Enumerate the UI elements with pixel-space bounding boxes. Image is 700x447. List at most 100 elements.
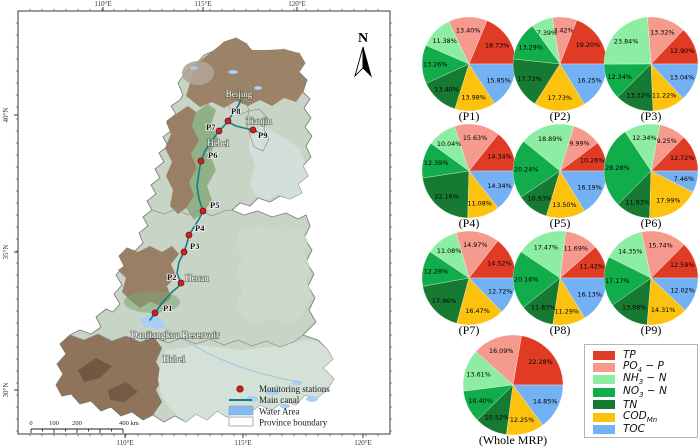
pie-percent-label: 14.85% — [533, 397, 557, 405]
pie-percent-label: 10.04% — [437, 140, 461, 148]
pie-caption: (P5) — [550, 216, 571, 230]
pie-p4: 14.34% 15.63%10.04% 12.39% 22.16% 11.08% 14.3… — [421, 123, 517, 230]
pie-slice-codmn — [534, 63, 585, 112]
pie-percent-label: 13.04% — [670, 74, 694, 82]
pie-percent-label: 12.02% — [670, 287, 694, 295]
station-label: P7 — [206, 122, 216, 132]
tick-label: 35°N — [2, 245, 10, 260]
pie-percent-label: 13.32% — [650, 28, 674, 36]
pie-percent-label: 18.89% — [538, 135, 562, 143]
pie-caption: (P9) — [641, 323, 662, 337]
pie-percent-label: 11.08% — [468, 199, 492, 207]
tick-label: 120°E — [354, 439, 372, 447]
legend-swatch-tn — [593, 400, 615, 410]
pollutant-legend: TP PO4 − P NH3 − N NO3 − N TN CODMn TOC — [584, 344, 698, 438]
station-marker: P1 — [151, 302, 173, 317]
pie-percent-label: 12.90% — [670, 47, 694, 55]
map-legend: Monitoring stations Main canal Water Are… — [228, 384, 330, 428]
pie-percent-label: 16.19% — [577, 184, 601, 192]
scale-bar — [30, 428, 124, 433]
station-label: P8 — [231, 106, 240, 116]
pie-slice-tp — [512, 335, 564, 386]
terrain — [56, 38, 334, 422]
pie-p2: 19.20%8.42%7.39% 13.29% 17.73% 17.73% 16.25%… — [512, 16, 608, 123]
label-beijing: Beijing — [226, 89, 253, 99]
pie-percent-label: 13.50% — [552, 201, 576, 209]
station-label: P9 — [258, 130, 267, 140]
pie-percent-label: 11.69% — [564, 244, 588, 252]
north-label: N — [358, 31, 368, 46]
legend-label-po4-p: PO4 − P — [623, 360, 664, 375]
pie-percent-label: 14.34% — [487, 182, 511, 190]
label-hubei: Hubei — [163, 354, 185, 364]
pie-percent-label: 11.38% — [432, 37, 456, 45]
scale-label: 100 — [49, 420, 59, 427]
station-marker: P7 — [205, 121, 223, 135]
pie-percent-label: 12.34% — [632, 134, 656, 142]
station-label: P5 — [210, 200, 219, 210]
legend-label-no3-n: NO3 − N — [623, 384, 667, 399]
tick-label: 40°N — [2, 108, 10, 123]
station-label: P1 — [163, 303, 172, 313]
station-marker: P6 — [197, 149, 218, 165]
pie-slice-po4-p — [475, 334, 522, 386]
station-marker: P4 — [185, 222, 206, 239]
legend-swatch-tp — [593, 350, 615, 360]
pie-percent-label: 13.29% — [519, 43, 543, 51]
pie-percent-label: 18.73% — [485, 41, 509, 49]
pie-percent-label: 13.61% — [466, 371, 490, 379]
pie-percent-label: 20.24% — [514, 166, 538, 174]
pie-slice-nh3-n — [520, 230, 566, 279]
label-tianjin: Tianjin — [246, 116, 272, 126]
tick-label: 115°E — [194, 0, 211, 8]
pie-percent-label: 10.52% — [485, 413, 509, 421]
label-danjiangkou-reservoir: Danjiangkou Reservoir — [131, 331, 220, 341]
pie-percent-label: 13.98% — [461, 94, 485, 102]
legend-row-tn: TN — [593, 399, 697, 411]
pie-percent-label: 16.09% — [489, 347, 513, 355]
legend-row-tp: TP — [593, 349, 697, 361]
pie-percent-label: 13.40% — [456, 26, 480, 34]
station-label: P4 — [195, 223, 205, 233]
pie-slice-toc — [512, 384, 564, 426]
pie-percent-label: 12.25% — [510, 416, 534, 424]
legend-label-nh3-n: NH3 − N — [623, 372, 667, 387]
legend-label-toc: TOC — [623, 423, 646, 436]
pie-wholemrp: 22.28% 16.09% 13.61% 10.40% 10.52% 12.25% 14.8… — [462, 334, 564, 447]
pie-percent-label: 20.16% — [514, 276, 538, 284]
map-panel: 110°E 115°E 120°E 110°E 115°E 120°E 40°N… — [2, 0, 393, 447]
pie-caption: (P2) — [550, 109, 571, 123]
map-minor-ticks — [15, 8, 393, 437]
north-arrow-icon: N — [354, 31, 372, 78]
pie-percent-label: 17.96% — [432, 297, 456, 305]
pie-slice-po4-p — [641, 230, 685, 279]
pie-percent-label: 28.28% — [605, 164, 629, 172]
legend-swatch-nh3-n — [593, 375, 615, 385]
stations: P1 P2 P3 P4 P5 P6 P7 P8 P9 — [151, 105, 268, 317]
pie-slice-codmn — [456, 277, 502, 326]
pie-p7: 14.52% 14.97%11.08% 12.28% 17.96% 16.47% 12.7… — [421, 230, 517, 337]
pie-percent-label: 13.88% — [622, 304, 646, 312]
station-label: P3 — [190, 241, 199, 251]
pie-percent-label: 15.63% — [463, 134, 487, 142]
legend-label-tn: TN — [623, 398, 638, 411]
legend-row-no3-n: NO3 − N — [593, 386, 697, 398]
legend-swatch-toc — [593, 425, 615, 435]
pie-caption: (P7) — [459, 323, 480, 337]
pie-percent-label: 13.26% — [423, 61, 447, 69]
pie-caption: (P3) — [641, 109, 662, 123]
pie-slice-po4-p — [454, 123, 499, 172]
station-marker: P5 — [199, 199, 220, 215]
pie-slice-toc — [650, 63, 699, 99]
pie-percent-label: 14.31% — [651, 306, 675, 314]
pie-percent-label: 17.47% — [534, 243, 558, 251]
legend-label-tp: TP — [623, 348, 636, 361]
pie-percent-label: 12.72% — [488, 287, 512, 295]
legend-swatch-po4-p — [593, 363, 615, 373]
pie-percent-label: 12.34% — [608, 73, 632, 81]
pie-percent-label: 16.47% — [465, 307, 489, 315]
pie-percent-label: 10.40% — [468, 397, 492, 405]
pie-percent-label: 11.29% — [555, 307, 579, 315]
